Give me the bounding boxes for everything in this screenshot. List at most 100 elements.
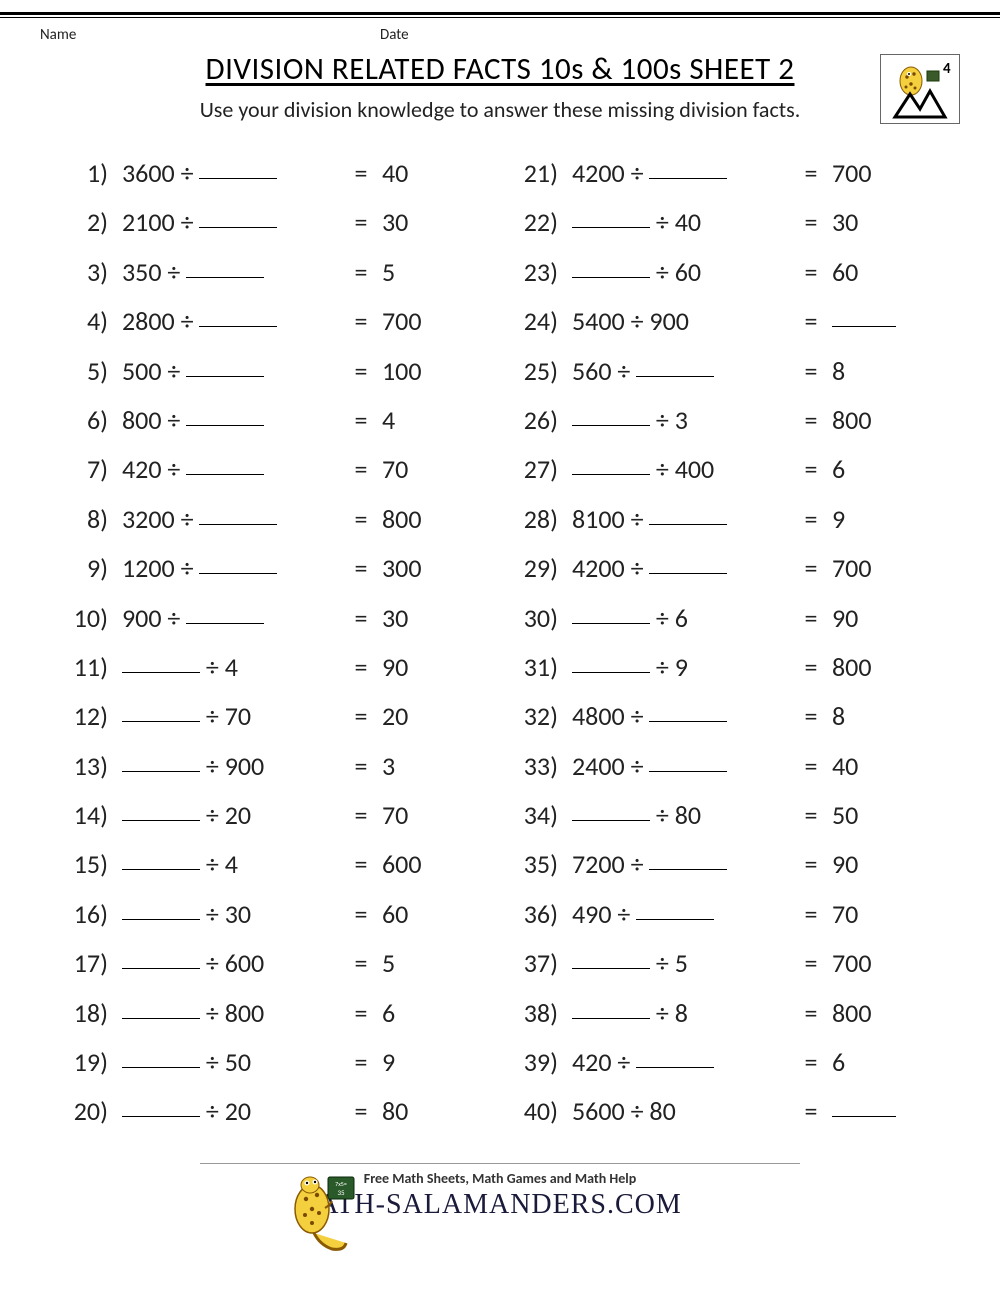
problem-number: 27) <box>510 445 564 494</box>
problem-result: 800 <box>828 643 872 692</box>
blank-field[interactable] <box>122 820 200 821</box>
blank-field[interactable] <box>636 1067 714 1068</box>
blank-field[interactable] <box>122 968 200 969</box>
blank-field[interactable] <box>186 277 264 278</box>
blank-field[interactable] <box>649 721 727 722</box>
blank-field[interactable] <box>572 672 650 673</box>
blank-field[interactable] <box>572 968 650 969</box>
problem-number: 20) <box>60 1087 114 1136</box>
problem-result: 60 <box>828 248 858 297</box>
problem-row: 19) ÷ 50=9 <box>60 1038 490 1087</box>
footer-brand: ATH-SALAMANDERS.COM <box>0 1189 1000 1221</box>
blank-field[interactable] <box>199 227 277 228</box>
problem-number: 25) <box>510 347 564 396</box>
worksheet-page: Name Date 4 DIVISION RELATED FACTS 10s &… <box>0 12 1000 1283</box>
problems-col-1: 1)3600 ÷ =402)2100 ÷ =303)350 ÷ =54)2800… <box>60 149 490 1137</box>
blank-field[interactable] <box>122 1018 200 1019</box>
blank-field[interactable] <box>572 227 650 228</box>
equals-sign: = <box>794 594 828 643</box>
blank-field[interactable] <box>122 672 200 673</box>
problem-number: 33) <box>510 742 564 791</box>
problem-result: 6 <box>378 989 395 1038</box>
salamander-icon: 4 <box>885 59 955 119</box>
problem-expression: 3200 ÷ <box>114 495 344 544</box>
problem-number: 2) <box>60 198 114 247</box>
blank-field[interactable] <box>186 425 264 426</box>
problem-number: 35) <box>510 840 564 889</box>
problem-expression: 350 ÷ <box>114 248 344 297</box>
problem-result: 30 <box>828 198 858 247</box>
blank-field[interactable] <box>572 820 650 821</box>
blank-field[interactable] <box>122 919 200 920</box>
problem-row: 30) ÷ 6=90 <box>510 594 940 643</box>
equals-sign: = <box>794 495 828 544</box>
equals-sign: = <box>344 989 378 1038</box>
footer: 7x5= 35 Free Math Sheets, Math Games and… <box>0 1163 1000 1283</box>
problem-number: 14) <box>60 791 114 840</box>
problem-expression: ÷ 3 <box>564 396 794 445</box>
blank-field[interactable] <box>636 919 714 920</box>
problem-row: 5)500 ÷ =100 <box>60 347 490 396</box>
equals-sign: = <box>794 692 828 741</box>
blank-field[interactable] <box>572 623 650 624</box>
blank-field[interactable] <box>649 524 727 525</box>
problem-expression: 1200 ÷ <box>114 544 344 593</box>
equals-sign: = <box>344 495 378 544</box>
equals-sign: = <box>794 297 828 346</box>
blank-field[interactable] <box>122 1067 200 1068</box>
problem-row: 33)2400 ÷ =40 <box>510 742 940 791</box>
problem-result: 70 <box>828 890 858 939</box>
blank-field[interactable] <box>199 573 277 574</box>
blank-field[interactable] <box>636 376 714 377</box>
problem-number: 5) <box>60 347 114 396</box>
problem-expression: ÷ 20 <box>114 1087 344 1136</box>
blank-field[interactable] <box>199 524 277 525</box>
blank-field[interactable] <box>649 771 727 772</box>
equals-sign: = <box>794 198 828 247</box>
problem-number: 12) <box>60 692 114 741</box>
footer-tagline: Free Math Sheets, Math Games and Math He… <box>0 1170 1000 1187</box>
problem-number: 34) <box>510 791 564 840</box>
blank-field[interactable] <box>649 178 727 179</box>
blank-field[interactable] <box>199 178 277 179</box>
problem-row: 3)350 ÷ =5 <box>60 248 490 297</box>
blank-field[interactable] <box>122 771 200 772</box>
blank-field[interactable] <box>572 474 650 475</box>
blank-field[interactable] <box>572 1018 650 1019</box>
blank-field[interactable] <box>186 623 264 624</box>
problem-expression: 8100 ÷ <box>564 495 794 544</box>
blank-field[interactable] <box>186 474 264 475</box>
problem-result: 80 <box>378 1087 408 1136</box>
problem-number: 38) <box>510 989 564 1038</box>
equals-sign: = <box>794 939 828 988</box>
blank-field[interactable] <box>649 573 727 574</box>
problem-expression: ÷ 50 <box>114 1038 344 1087</box>
equals-sign: = <box>794 989 828 1038</box>
problem-row: 10)900 ÷ =30 <box>60 594 490 643</box>
problem-row: 36)490 ÷ =70 <box>510 890 940 939</box>
blank-field[interactable] <box>832 1116 896 1117</box>
problem-number: 16) <box>60 890 114 939</box>
blank-field[interactable] <box>186 376 264 377</box>
problem-number: 31) <box>510 643 564 692</box>
blank-field[interactable] <box>122 869 200 870</box>
blank-field[interactable] <box>832 326 896 327</box>
problem-row: 35)7200 ÷ =90 <box>510 840 940 889</box>
blank-field[interactable] <box>649 869 727 870</box>
problem-expression: ÷ 600 <box>114 939 344 988</box>
blank-field[interactable] <box>122 721 200 722</box>
problem-result: 40 <box>828 742 858 791</box>
problem-result: 8 <box>828 347 845 396</box>
problem-number: 22) <box>510 198 564 247</box>
problem-number: 4) <box>60 297 114 346</box>
equals-sign: = <box>794 248 828 297</box>
problem-row: 1)3600 ÷ =40 <box>60 149 490 198</box>
blank-field[interactable] <box>572 425 650 426</box>
blank-field[interactable] <box>199 326 277 327</box>
equals-sign: = <box>794 347 828 396</box>
problem-number: 36) <box>510 890 564 939</box>
blank-field[interactable] <box>572 277 650 278</box>
problem-result: 6 <box>828 445 845 494</box>
problem-result: 700 <box>828 149 872 198</box>
blank-field[interactable] <box>122 1116 200 1117</box>
